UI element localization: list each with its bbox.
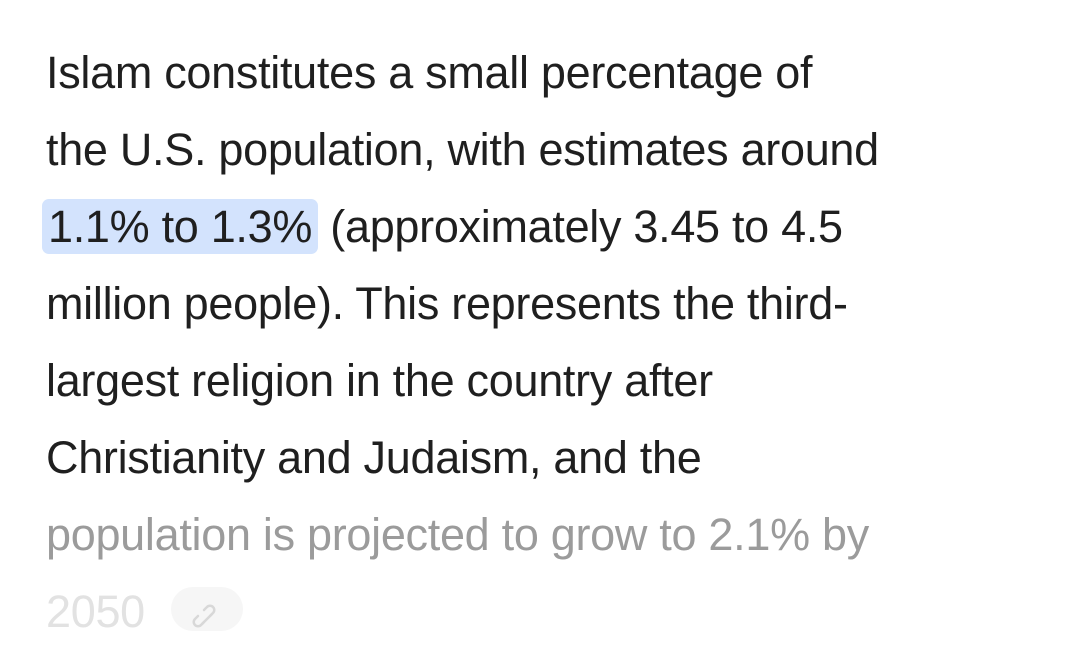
text-line: the U.S. population, with estimates arou… <box>46 124 879 175</box>
text-line: Christianity and Judaism, and the <box>46 432 702 483</box>
screen: Islam constitutes a small percentage of … <box>42 47 880 637</box>
link-chip[interactable] <box>170 587 243 631</box>
link-icon <box>192 604 216 628</box>
text-line: Islam constitutes a small percentage of <box>46 47 813 98</box>
text-line: 1.1% to 1.3% (approximately 3.45 to 4.5 <box>42 188 1066 265</box>
text-line: million people). This represents the thi… <box>46 278 848 329</box>
highlight[interactable]: 1.1% to 1.3% <box>42 199 319 254</box>
text: (approximately 3.45 to 4.5 <box>330 201 843 252</box>
text: 2050 <box>46 586 145 637</box>
paragraph: Islam constitutes a small percentage of … <box>42 34 1066 650</box>
text-line: largest religion in the country after <box>46 355 713 406</box>
text-line: 2050 <box>46 573 1066 650</box>
text-line: population is projected to grow to 2.1% … <box>46 509 869 560</box>
